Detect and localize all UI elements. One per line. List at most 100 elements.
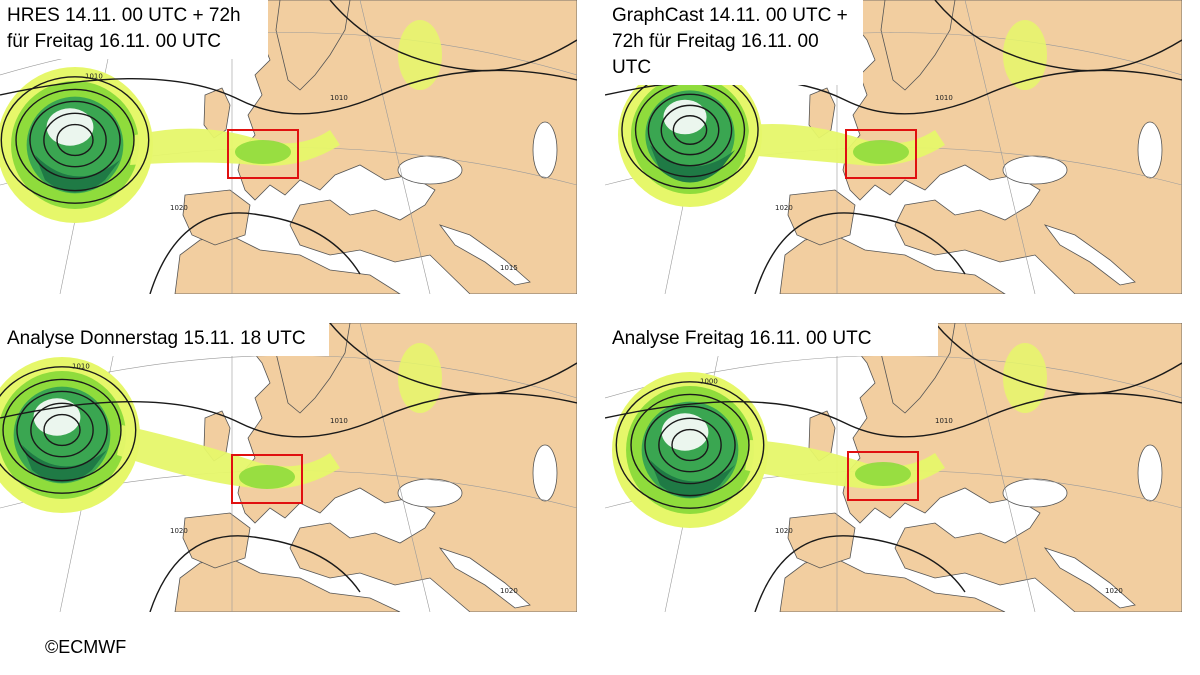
north-africa-landmass bbox=[174, 234, 401, 294]
precip-east-area bbox=[1003, 343, 1047, 413]
caspian-sea bbox=[1137, 444, 1163, 502]
iberia-landmass bbox=[787, 189, 856, 246]
precip-east-area bbox=[398, 20, 442, 90]
isobar-line bbox=[644, 405, 736, 485]
isobar-label: 1000 bbox=[700, 378, 718, 386]
isobar-line bbox=[15, 88, 135, 192]
isobar-label: 1010 bbox=[330, 417, 348, 425]
black-sea bbox=[397, 478, 463, 508]
black-sea bbox=[1002, 155, 1068, 185]
meridian-line bbox=[359, 0, 431, 294]
map-canvas: 1010 1020 1010 1020 bbox=[0, 323, 577, 612]
isobar-label: 1015 bbox=[500, 264, 518, 272]
iberia-landmass bbox=[787, 512, 856, 569]
isobar-line bbox=[149, 535, 361, 612]
isobar-line bbox=[615, 381, 765, 509]
precip-alps-area bbox=[239, 465, 295, 489]
isobar-line bbox=[0, 76, 150, 204]
map-canvas: 1000 1020 1010 1020 bbox=[605, 323, 1182, 612]
highlight-box bbox=[231, 454, 303, 504]
isobar-line bbox=[934, 323, 1182, 395]
isobar-line bbox=[329, 0, 577, 72]
isobar-label: 1020 bbox=[500, 587, 518, 595]
isobar-label: 1020 bbox=[775, 527, 793, 535]
precipitation-field bbox=[0, 20, 442, 223]
isobar-line bbox=[56, 123, 94, 157]
caspian-sea bbox=[1137, 121, 1163, 179]
forecast-map-hres: 1010 1020 1010 1015 HRES 14.11. 00 UTC + 72… bbox=[0, 0, 577, 294]
isobar-line bbox=[672, 115, 708, 145]
isobar-line bbox=[0, 366, 137, 494]
isobar-line bbox=[16, 390, 108, 470]
isobar-label: 1020 bbox=[775, 204, 793, 212]
black-sea bbox=[1002, 478, 1068, 508]
europe-landmass bbox=[842, 323, 1182, 612]
british-isles-landmass bbox=[808, 87, 836, 139]
iberia-landmass bbox=[182, 189, 251, 246]
isobar-label: 1010 bbox=[72, 363, 90, 371]
precip-alps-area bbox=[855, 462, 911, 486]
isobar-line bbox=[2, 378, 122, 482]
map-caption: GraphCast 14.11. 00 UTC + 72h für Freita… bbox=[605, 0, 863, 85]
isobar-line bbox=[329, 323, 577, 395]
map-caption: Analyse Freitag 16.11. 00 UTC bbox=[605, 323, 938, 356]
isobar-line bbox=[671, 428, 709, 462]
isobar-label: 1010 bbox=[85, 73, 103, 81]
isobar-line bbox=[149, 212, 361, 294]
highlight-box bbox=[847, 451, 919, 501]
meridian-line bbox=[359, 323, 431, 612]
red-sea bbox=[1043, 224, 1136, 286]
isobar-line bbox=[658, 417, 722, 473]
isobar-line bbox=[647, 93, 733, 167]
map-canvas: 1010 1020 1010 1015 bbox=[0, 0, 577, 294]
isobar-line bbox=[754, 212, 966, 294]
isobar-label: 1010 bbox=[935, 94, 953, 102]
isobar-line bbox=[934, 0, 1182, 72]
red-sea bbox=[1043, 547, 1136, 609]
map-caption: HRES 14.11. 00 UTC + 72h für Freitag 16.… bbox=[0, 0, 268, 59]
scandinavia-landmass bbox=[275, 0, 351, 91]
analysis-map-thursday: 1010 1020 1010 1020 Analyse Donnerstag 15.1… bbox=[0, 323, 577, 612]
isobars bbox=[605, 323, 1182, 612]
isobar-line bbox=[660, 104, 720, 156]
red-sea bbox=[438, 224, 531, 286]
black-sea bbox=[397, 155, 463, 185]
isobar-line bbox=[43, 413, 81, 447]
north-africa-landmass bbox=[779, 557, 1006, 612]
scandinavia-landmass bbox=[880, 0, 956, 91]
precip-core-band bbox=[650, 460, 735, 498]
isobar-label: 1020 bbox=[170, 204, 188, 212]
europe-landmass bbox=[237, 0, 577, 294]
isobar-label: 1010 bbox=[935, 417, 953, 425]
precip-east-area bbox=[1003, 20, 1047, 90]
isobars bbox=[0, 0, 577, 294]
isobar-label: 1020 bbox=[1105, 587, 1123, 595]
highlight-box bbox=[845, 129, 917, 179]
precip-core-band bbox=[650, 145, 735, 183]
meridian-line bbox=[964, 323, 1036, 612]
map-caption: Analyse Donnerstag 15.11. 18 UTC bbox=[0, 323, 329, 356]
caspian-sea bbox=[532, 444, 558, 502]
analysis-map-friday: 1000 1020 1010 1020 Analyse Freitag 16.11. … bbox=[605, 323, 1182, 612]
isobars bbox=[0, 323, 577, 612]
isobar-line bbox=[29, 100, 121, 180]
precip-alps-area bbox=[853, 140, 909, 164]
copyright-notice: ©ECMWF bbox=[45, 637, 127, 657]
isobar-line bbox=[754, 535, 966, 612]
isobar-line bbox=[30, 402, 94, 458]
north-africa-landmass bbox=[174, 557, 401, 612]
precip-core-band bbox=[35, 155, 120, 193]
isobar-label: 1010 bbox=[330, 94, 348, 102]
europe-landmass bbox=[842, 0, 1182, 294]
isobar-line bbox=[43, 112, 107, 168]
caspian-sea bbox=[532, 121, 558, 179]
isobar-line bbox=[630, 393, 750, 497]
precip-core-band bbox=[22, 445, 107, 483]
north-africa-landmass bbox=[779, 234, 1006, 294]
meridian-line bbox=[964, 0, 1036, 294]
isobar-label: 1020 bbox=[170, 527, 188, 535]
british-isles-landmass bbox=[203, 87, 231, 139]
precip-alps-area bbox=[235, 140, 291, 164]
